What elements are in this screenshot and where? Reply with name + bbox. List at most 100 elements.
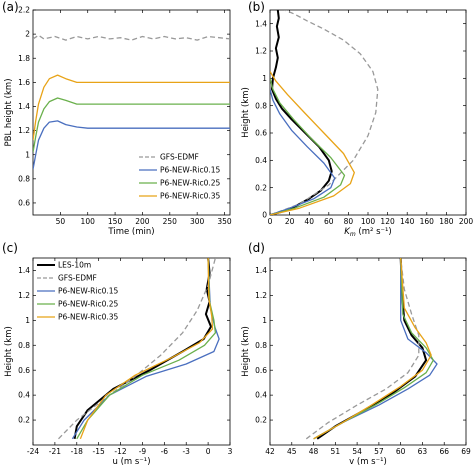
series-line-p6-new-ric0-25 — [313, 258, 434, 440]
x-tick-label: 69 — [461, 447, 471, 456]
x-axis-label-main: K — [344, 227, 351, 237]
x-axis-label-sub: m — [350, 231, 356, 238]
series-line-p6-new-ric0-15 — [313, 258, 438, 440]
x-tick-label: 80 — [344, 217, 354, 226]
y-tick-label: 0.8 — [18, 341, 30, 350]
x-tick-label: 150 — [108, 217, 123, 226]
series-line-gfs-edmf — [33, 34, 230, 41]
plot-frame — [32, 257, 231, 446]
x-axis-label: v (m s⁻¹) — [349, 457, 387, 467]
x-tick-label: 250 — [163, 217, 178, 226]
y-tick-label: 0.6 — [18, 199, 30, 208]
x-tick-label: 200 — [459, 217, 474, 226]
x-tick-label: 120 — [380, 217, 395, 226]
series-line-p6-new-ric0-25 — [33, 97, 230, 153]
y-axis-label: Height (km) — [241, 87, 251, 138]
series-line-p6-new-ric0-25 — [76, 258, 217, 440]
y-tick-label: 0.6 — [255, 129, 267, 138]
x-tick-label: 160 — [420, 217, 435, 226]
y-tick-label: 0.6 — [18, 366, 30, 375]
y-tick-label: 0.2 — [255, 416, 267, 425]
y-tick-label: 0.4 — [255, 156, 267, 165]
x-axis-label: Time (min) — [107, 227, 154, 237]
y-tick-label: 2 — [25, 30, 30, 39]
y-tick-label: 1 — [262, 316, 267, 325]
x-tick-label: 180 — [439, 217, 454, 226]
legend-label: GFS-EDMF — [160, 153, 199, 162]
y-tick-label: 0.8 — [255, 341, 267, 350]
legend-label: P6-NEW-Ric0.15 — [58, 287, 119, 296]
x-tick-label: 300 — [190, 217, 205, 226]
series-line-p6-new-ric0-35 — [270, 71, 355, 215]
x-tick-label: 51 — [331, 447, 341, 456]
y-tick-label: 0.8 — [18, 174, 30, 183]
x-tick-label: 57 — [374, 447, 384, 456]
y-tick-label: 1 — [25, 150, 30, 159]
x-axis-label: u (m s⁻¹) — [112, 457, 150, 467]
y-tick-label: 1.2 — [18, 126, 30, 135]
x-tick-label: 3 — [228, 447, 233, 456]
x-tick-label: 100 — [361, 217, 376, 226]
y-tick-label: 2.2 — [18, 6, 30, 15]
x-tick-label: 54 — [352, 447, 362, 456]
y-tick-label: 1.4 — [18, 102, 30, 111]
x-tick-label: 50 — [56, 217, 66, 226]
legend-label: P6-NEW-Ric0.25 — [58, 300, 119, 309]
series-line-p6-new-ric0-35 — [79, 258, 214, 440]
x-tick-label: 140 — [400, 217, 415, 226]
legend-label: P6-NEW-Ric0.25 — [160, 179, 221, 188]
y-tick-label: 0.8 — [255, 101, 267, 110]
x-tick-label: -21 — [49, 447, 61, 456]
y-tick-label: 1.2 — [18, 291, 30, 300]
panel-label: (b) — [248, 0, 265, 14]
x-tick-label: -9 — [139, 447, 147, 456]
x-tick-label: -15 — [93, 447, 105, 456]
series-line-p6-new-ric0-35 — [313, 258, 432, 440]
y-tick-label: 0.2 — [18, 416, 30, 425]
series-line-p6-new-ric0-25 — [270, 78, 346, 215]
y-tick-label: 0 — [262, 211, 267, 220]
x-tick-label: 350 — [217, 217, 232, 226]
y-tick-label: 1.4 — [18, 266, 30, 275]
x-axis-label-units: (m² s⁻¹) — [356, 227, 392, 237]
panel-label: (d) — [248, 241, 265, 255]
x-axis-label: Km (m² s⁻¹) — [344, 227, 391, 238]
legend-label: P6-NEW-Ric0.35 — [160, 192, 221, 201]
y-tick-label: 0.2 — [255, 183, 267, 192]
x-tick-label: 48 — [309, 447, 319, 456]
panel-0: (a) 50 100 150 200 250 300 350 0.6 0.8 1 1.2 1.4 1.6 1… — [2, 0, 232, 237]
x-tick-label: 200 — [135, 217, 150, 226]
panel-2: (c) -24 -21 -18 -15 -12 -9 -6 -3 0 3 0.2 0.4 0.6 0.8 1 1… — [2, 241, 233, 467]
series-line-les-10m — [316, 258, 428, 440]
y-tick-label: 0.4 — [255, 391, 267, 400]
series-line-p6-new-ric0-15 — [33, 120, 230, 170]
y-tick-label: 1.4 — [255, 266, 267, 275]
series-line-gfs-edmf — [305, 258, 420, 440]
panel-label: (a) — [2, 0, 19, 14]
x-tick-label: 66 — [439, 447, 449, 456]
x-tick-label: -18 — [71, 447, 83, 456]
panel-1: (b) 0 20 40 60 80 100 120 140 160 180 200 0 0.2 0.4 0.6… — [241, 0, 473, 238]
y-axis-label: Height (km) — [4, 326, 14, 377]
x-tick-label: 20 — [285, 217, 295, 226]
y-tick-label: 1.2 — [255, 291, 267, 300]
y-tick-label: 1.2 — [255, 47, 267, 56]
series-line-p6-new-ric0-15 — [270, 89, 336, 215]
legend-label: GFS-EDMF — [58, 274, 97, 283]
x-tick-label: -3 — [182, 447, 190, 456]
series-line-gfs-edmf — [58, 258, 217, 440]
plot-frame — [32, 9, 231, 216]
x-tick-label: -24 — [27, 447, 39, 456]
y-tick-label: 1.4 — [255, 19, 267, 28]
plot-frame — [269, 257, 467, 446]
x-tick-label: -12 — [114, 447, 126, 456]
legend-label: LES-10m — [58, 261, 91, 270]
x-tick-label: 40 — [304, 217, 314, 226]
legend-label: P6-NEW-Ric0.15 — [160, 166, 221, 175]
x-tick-label: 0 — [268, 217, 273, 226]
series-line-p6-new-ric0-35 — [33, 74, 230, 141]
y-axis-label: PBL height (km) — [4, 78, 14, 146]
y-tick-label: 1.8 — [18, 54, 30, 63]
x-tick-label: -6 — [161, 447, 169, 456]
